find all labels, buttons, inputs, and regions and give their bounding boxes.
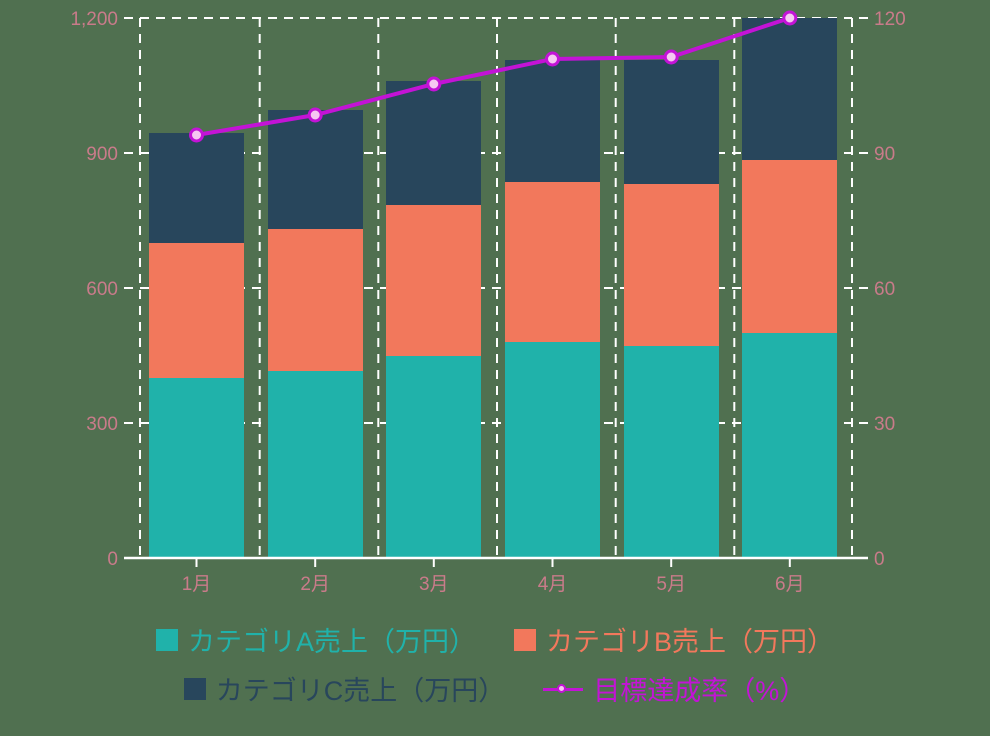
line-series-target-rate: [196, 16, 791, 137]
chart-legend: カテゴリA売上（万円） カテゴリB売上（万円） カテゴリC売上（万円） 目標達成…: [0, 620, 990, 708]
legend-item-target-rate[interactable]: 目標達成率（%）: [543, 669, 806, 708]
bar-segment-c-5[interactable]: [624, 60, 719, 184]
bar-group-1[interactable]: [149, 133, 244, 558]
bar-segment-c-6[interactable]: [742, 18, 837, 160]
y-left-tick-900: 900: [86, 144, 118, 165]
bar-segment-b-3[interactable]: [386, 205, 481, 356]
x-tick-label-5: 5月: [656, 574, 686, 595]
bar-segment-c-2[interactable]: [268, 110, 363, 229]
bar-segment-a-2[interactable]: [268, 371, 363, 558]
bar-segment-b-2[interactable]: [268, 229, 363, 371]
line-markers: [189, 10, 798, 143]
bar-group-5[interactable]: [624, 60, 719, 558]
legend-swatch-icon-c: [183, 677, 206, 700]
bar-segment-c-4[interactable]: [505, 60, 600, 182]
bar-segment-a-6[interactable]: [742, 333, 837, 558]
bar-group-3[interactable]: [386, 81, 481, 558]
legend-label-target-rate: 目標達成率（%）: [593, 676, 807, 706]
legend-label-category-b: カテゴリB売上（万円）: [546, 627, 835, 657]
legend-row-1: カテゴリA売上（万円） カテゴリB売上（万円）: [155, 620, 834, 659]
y-left-tick-1200: 1,200: [70, 9, 118, 30]
bar-segment-c-3[interactable]: [386, 81, 481, 205]
y-left-tick-600: 600: [86, 279, 118, 300]
y-right-tick-90: 90: [874, 144, 895, 165]
bar-group-2[interactable]: [268, 110, 363, 558]
legend-line-marker-icon: [543, 678, 584, 700]
x-tick-label-2: 2月: [300, 574, 330, 595]
x-tick-label-1: 1月: [182, 574, 212, 595]
legend-item-category-b[interactable]: カテゴリB売上（万円）: [514, 620, 834, 659]
x-tick-label-6: 6月: [775, 574, 805, 595]
grid-lines: [139, 17, 853, 559]
legend-swatch-icon-a: [155, 628, 178, 651]
legend-swatch-icon-b: [514, 628, 536, 651]
y-right-tick-0: 0: [874, 549, 885, 570]
y-left-tick-0: 0: [107, 549, 118, 570]
legend-item-category-c[interactable]: カテゴリC売上（万円）: [183, 669, 506, 708]
bar-segment-b-6[interactable]: [742, 160, 837, 333]
y-axis-right-ticks: [859, 17, 868, 559]
legend-label-category-a: カテゴリA売上（万円）: [187, 627, 476, 657]
bar-segment-a-4[interactable]: [505, 342, 600, 558]
legend-label-category-c: カテゴリC売上（万円）: [215, 676, 506, 706]
bar-segment-b-1[interactable]: [149, 243, 244, 378]
bar-segment-b-5[interactable]: [624, 184, 719, 346]
x-tick-label-4: 4月: [538, 574, 568, 595]
bar-segment-c-1[interactable]: [149, 133, 244, 243]
bar-group-6[interactable]: [742, 18, 837, 558]
y-right-tick-30: 30: [874, 414, 895, 435]
legend-item-category-a[interactable]: カテゴリA売上（万円）: [155, 620, 476, 659]
y-right-tick-120: 120: [874, 9, 906, 30]
y-axis-left-ticks: [124, 17, 133, 559]
legend-row-2: カテゴリC売上（万円） 目標達成率（%）: [183, 669, 806, 708]
chart-plot-area: 0 300 600 900 1,200 0 30 60 90 120 1月 2月…: [70, 9, 906, 595]
bar-segment-a-5[interactable]: [624, 346, 719, 558]
bar-segment-a-1[interactable]: [149, 378, 244, 558]
bar-segment-b-4[interactable]: [505, 182, 600, 342]
y-left-tick-300: 300: [86, 414, 118, 435]
y-right-tick-60: 60: [874, 279, 895, 300]
x-tick-label-3: 3月: [419, 574, 449, 595]
bar-group-4[interactable]: [505, 60, 600, 558]
x-axis-ticks: [195, 558, 791, 567]
bar-segment-a-3[interactable]: [386, 356, 481, 558]
